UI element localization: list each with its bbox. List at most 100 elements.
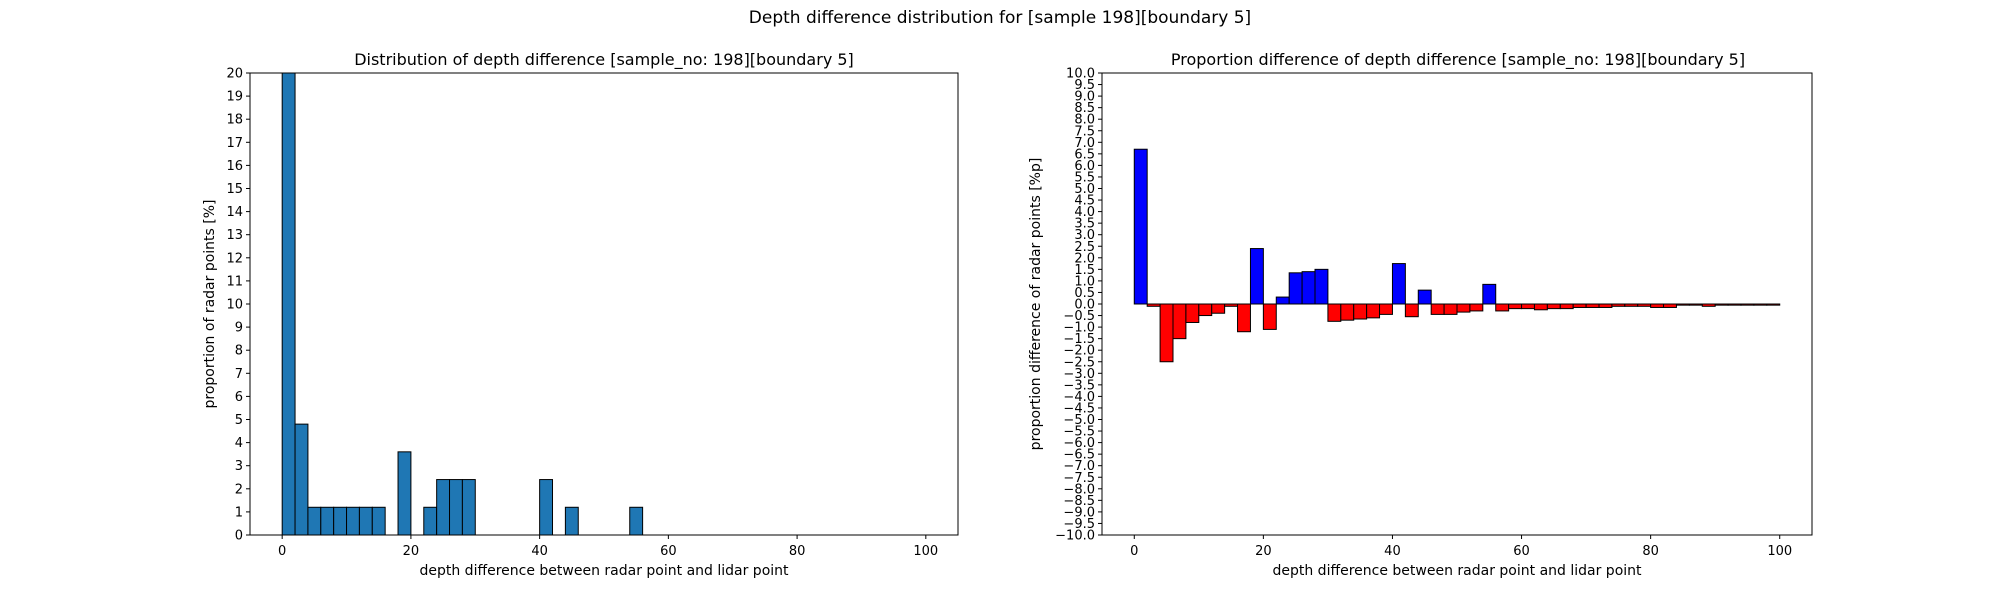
y-tick-label: 2.5 [1074,240,1095,255]
chart-right-title: Proportion difference of depth differenc… [1171,50,1745,70]
y-tick-label: 1 [235,505,243,520]
bar [1314,268,1329,305]
y-tick-label: −6.5 [1063,448,1095,463]
bar [1701,303,1716,307]
bar [1521,303,1535,310]
chart-left-frame [249,72,959,536]
y-tick-label: 14 [226,205,243,220]
bar [1379,303,1393,315]
bar [1275,296,1290,305]
bar [1430,303,1445,315]
y-tick-label: 7 [235,367,243,382]
bar [1559,303,1574,310]
bar [1688,303,1703,306]
bar [1159,303,1174,363]
bar [1327,303,1342,322]
x-tick-label: 80 [789,544,806,559]
bar [1456,303,1471,313]
chart-right-frame [1101,72,1813,536]
bar [1740,303,1755,306]
x-tick-label: 100 [913,544,938,559]
bar [1766,303,1781,306]
y-tick-label: 1.0 [1074,274,1095,289]
y-tick-label: 2 [235,482,243,497]
bar [1366,303,1381,319]
bar [1172,303,1187,340]
y-tick-label: 6.0 [1074,159,1095,174]
bar [1417,289,1432,305]
chart-left-title: Distribution of depth difference [sample… [354,50,854,70]
y-tick-label: 19 [226,90,243,105]
y-tick-label: 2.0 [1074,251,1095,266]
x-tick-label: 20 [403,544,420,559]
y-tick-label: −3.0 [1063,367,1095,382]
y-tick-label: 3.5 [1074,217,1095,232]
bar [1198,303,1213,317]
bar [1637,303,1652,307]
y-tick-label: 16 [226,159,243,174]
y-tick-label: −8.0 [1063,482,1095,497]
chart-left-x-ticks: 0 20 40 60 80 100 [278,535,938,559]
bar [1624,303,1639,307]
bar [1133,148,1148,305]
y-tick-label: 10 [226,298,243,313]
y-tick-label: 17 [226,136,243,151]
y-tick-label: 10.0 [1066,67,1095,82]
bar [1495,303,1510,312]
bar [1301,271,1316,305]
y-tick-label: −7.0 [1063,459,1095,474]
y-tick-label: 6.5 [1074,147,1095,162]
y-tick-label: −1.0 [1063,321,1095,336]
chart-left-ylabel: proportion of radar points [%] [202,199,218,408]
bar [1611,303,1626,307]
y-tick-label: −5.0 [1063,413,1095,428]
y-tick-label: 5 [235,413,243,428]
bar [1508,303,1523,310]
bar [1546,303,1561,310]
y-tick-label: 8 [235,344,243,359]
y-tick-label: 3 [235,459,243,474]
y-tick-label: −7.5 [1063,471,1095,486]
figure-suptitle: Depth difference distribution for [sampl… [748,8,1252,28]
y-tick-label: 0 [235,529,243,544]
y-tick-label: 0.5 [1074,286,1095,301]
chart-left-bars [281,72,644,536]
y-tick-label: −4.0 [1063,390,1095,405]
y-tick-label: −9.5 [1063,517,1095,532]
chart-right-y-ticks: −10.0−9.5−9.0−8.5−8.0−7.5−7.0−6.5−6.0−5.… [1055,67,1102,544]
y-tick-label: 7.0 [1074,136,1095,151]
chart-left-xlabel: depth difference between radar point and… [419,563,789,579]
y-tick-label: 8.5 [1074,101,1095,116]
y-tick-label: −4.5 [1063,401,1095,416]
bar [1340,303,1355,321]
bar [1469,303,1484,312]
y-tick-label: 5.5 [1074,170,1095,185]
y-tick-label: 4 [235,436,243,451]
y-tick-label: 4.0 [1074,205,1095,220]
y-tick-label: 9.0 [1074,90,1095,105]
y-tick-label: 4.5 [1074,194,1095,209]
bar [1237,303,1251,333]
bar [1249,248,1264,305]
y-tick-label: 5.0 [1074,182,1095,197]
bar [1598,303,1613,308]
bar [1146,303,1161,307]
bar [1650,303,1665,308]
y-tick-label: 0.0 [1074,298,1095,313]
y-tick-label: 15 [226,182,243,197]
y-tick-label: 6 [235,390,243,405]
x-tick-label: 60 [1513,544,1530,559]
bar [1353,303,1368,320]
bar [1714,303,1729,306]
bar [1185,303,1200,323]
bar [1262,303,1277,330]
bar [1443,303,1458,315]
x-tick-label: 100 [1767,544,1792,559]
x-tick-label: 40 [531,544,548,559]
y-tick-label: 3.0 [1074,228,1095,243]
bar [1288,272,1303,305]
y-tick-label: −9.0 [1063,505,1095,520]
